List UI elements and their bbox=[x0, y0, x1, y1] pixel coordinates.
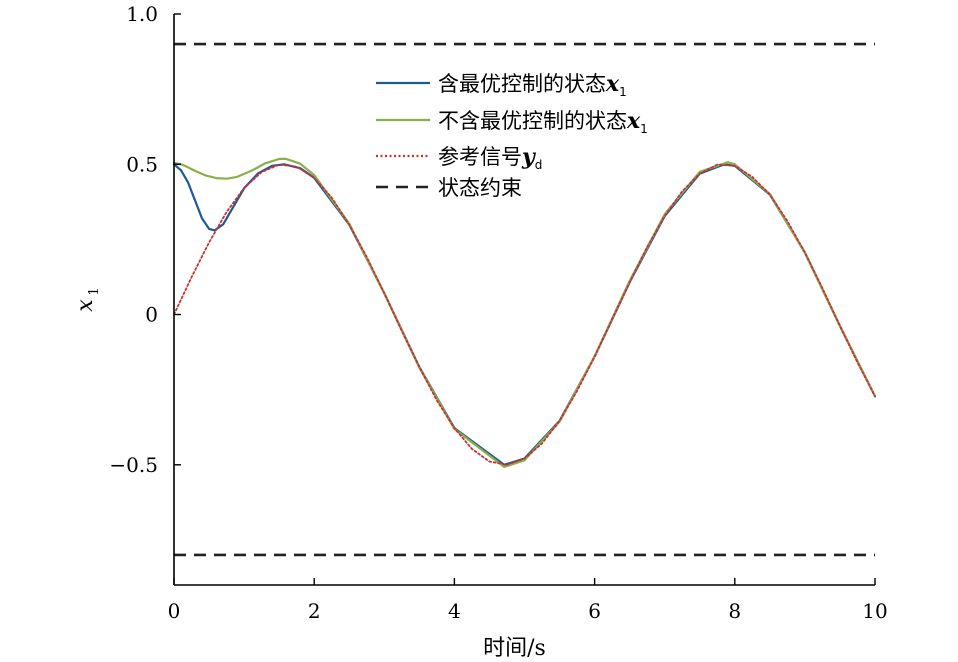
series-line-optimal bbox=[172, 163, 877, 466]
legend-label-text: 不含最优控制的状态 bbox=[438, 109, 627, 133]
y-tick-label: 1.0 bbox=[126, 2, 158, 26]
legend-label-sub: 1 bbox=[619, 85, 627, 99]
y-tick-label: 0 bbox=[145, 303, 158, 327]
legend-label-text: 状态约束 bbox=[438, 176, 522, 200]
y-axis-title-var: x bbox=[73, 299, 98, 312]
series-line-reference bbox=[173, 163, 876, 466]
legend-label-no_optimal: 不含最优控制的状态x1 bbox=[438, 108, 648, 136]
legend-label-text: 参考信号 bbox=[438, 145, 522, 169]
legend-label-sub: d bbox=[535, 158, 543, 172]
legend-label-var: x bbox=[626, 108, 641, 134]
legend-label-var: y bbox=[521, 144, 537, 170]
y-tick-label: 0.5 bbox=[126, 152, 158, 176]
legend-label-constraint: 状态约束 bbox=[438, 176, 522, 200]
axes-layer: 0 2 4 6 8 10−0.500.51.0时间/sx1 bbox=[73, 2, 888, 661]
legend-label-text: 含最优控制的状态 bbox=[438, 72, 606, 96]
x-tick-label: 2 bbox=[308, 599, 321, 623]
legend-label-var: x bbox=[605, 71, 620, 97]
x-tick-label: 8 bbox=[728, 599, 741, 623]
y-axis-title: x1 bbox=[73, 287, 102, 311]
y-tick-label: −0.5 bbox=[109, 453, 158, 477]
series-layer bbox=[172, 42, 877, 557]
x-axis-title: 时间/s bbox=[483, 636, 546, 661]
y-axis-title-sub: 1 bbox=[87, 287, 102, 295]
legend-label-reference: 参考信号yd bbox=[438, 144, 542, 172]
x-tick-label: 0 bbox=[168, 599, 181, 623]
legend-label-optimal: 含最优控制的状态x1 bbox=[438, 71, 627, 99]
legend-label-sub: 1 bbox=[640, 122, 648, 136]
x-tick-label: 10 bbox=[862, 599, 887, 623]
x-tick-label: 4 bbox=[448, 599, 461, 623]
x-tick-label: 6 bbox=[588, 599, 601, 623]
series-line-no_optimal bbox=[172, 157, 877, 468]
